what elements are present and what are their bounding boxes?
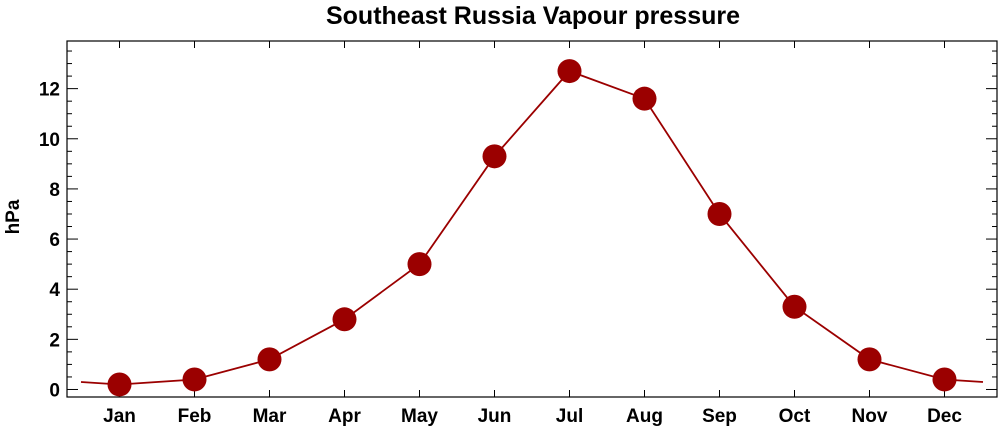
plot-frame: [66, 40, 998, 398]
x-tick-label: Dec: [927, 406, 962, 427]
x-tick-label: Feb: [178, 406, 212, 427]
y-tick-label: 10: [39, 130, 60, 151]
x-tick-label: Sep: [702, 406, 737, 427]
data-point: [407, 252, 432, 277]
x-tick-labels: Jan Feb Mar Apr May Jun Jul Aug Sep Oct Nov Dec: [103, 406, 962, 427]
x-tick-label: May: [401, 406, 438, 427]
x-tick-label: Mar: [253, 406, 287, 427]
x-tick-label: Jan: [103, 406, 136, 427]
x-tick-label: Jul: [556, 406, 583, 427]
x-tick-label: Nov: [852, 406, 888, 427]
data-point: [257, 347, 282, 372]
y-tick-label: 0: [49, 380, 60, 401]
data-point: [632, 86, 657, 111]
chart-title: Southeast Russia Vapour pressure: [326, 2, 740, 30]
y-tick-label: 2: [49, 330, 60, 351]
series-line: [80, 70, 984, 386]
x-tick-label: Oct: [779, 406, 811, 427]
y-tick-labels: 0 2 4 6 8 10 12: [39, 80, 61, 402]
y-axis-label: hPa: [3, 199, 24, 234]
y-tick-label: 6: [49, 230, 60, 251]
y-tick-label: 12: [39, 80, 60, 101]
data-point: [857, 347, 882, 372]
data-point: [332, 307, 357, 332]
data-point: [107, 372, 132, 397]
data-point: [557, 59, 582, 84]
axis-ticks: [67, 41, 997, 397]
y-tick-label: 8: [49, 180, 60, 201]
data-point: [482, 144, 507, 169]
data-point: [182, 367, 207, 392]
y-tick-label: 4: [49, 280, 60, 301]
x-tick-label: Apr: [328, 406, 361, 427]
data-point: [782, 294, 807, 319]
data-series: [80, 59, 984, 397]
x-tick-label: Jun: [478, 406, 512, 427]
data-point: [932, 367, 957, 392]
x-tick-label: Aug: [626, 406, 663, 427]
data-point: [707, 201, 732, 226]
